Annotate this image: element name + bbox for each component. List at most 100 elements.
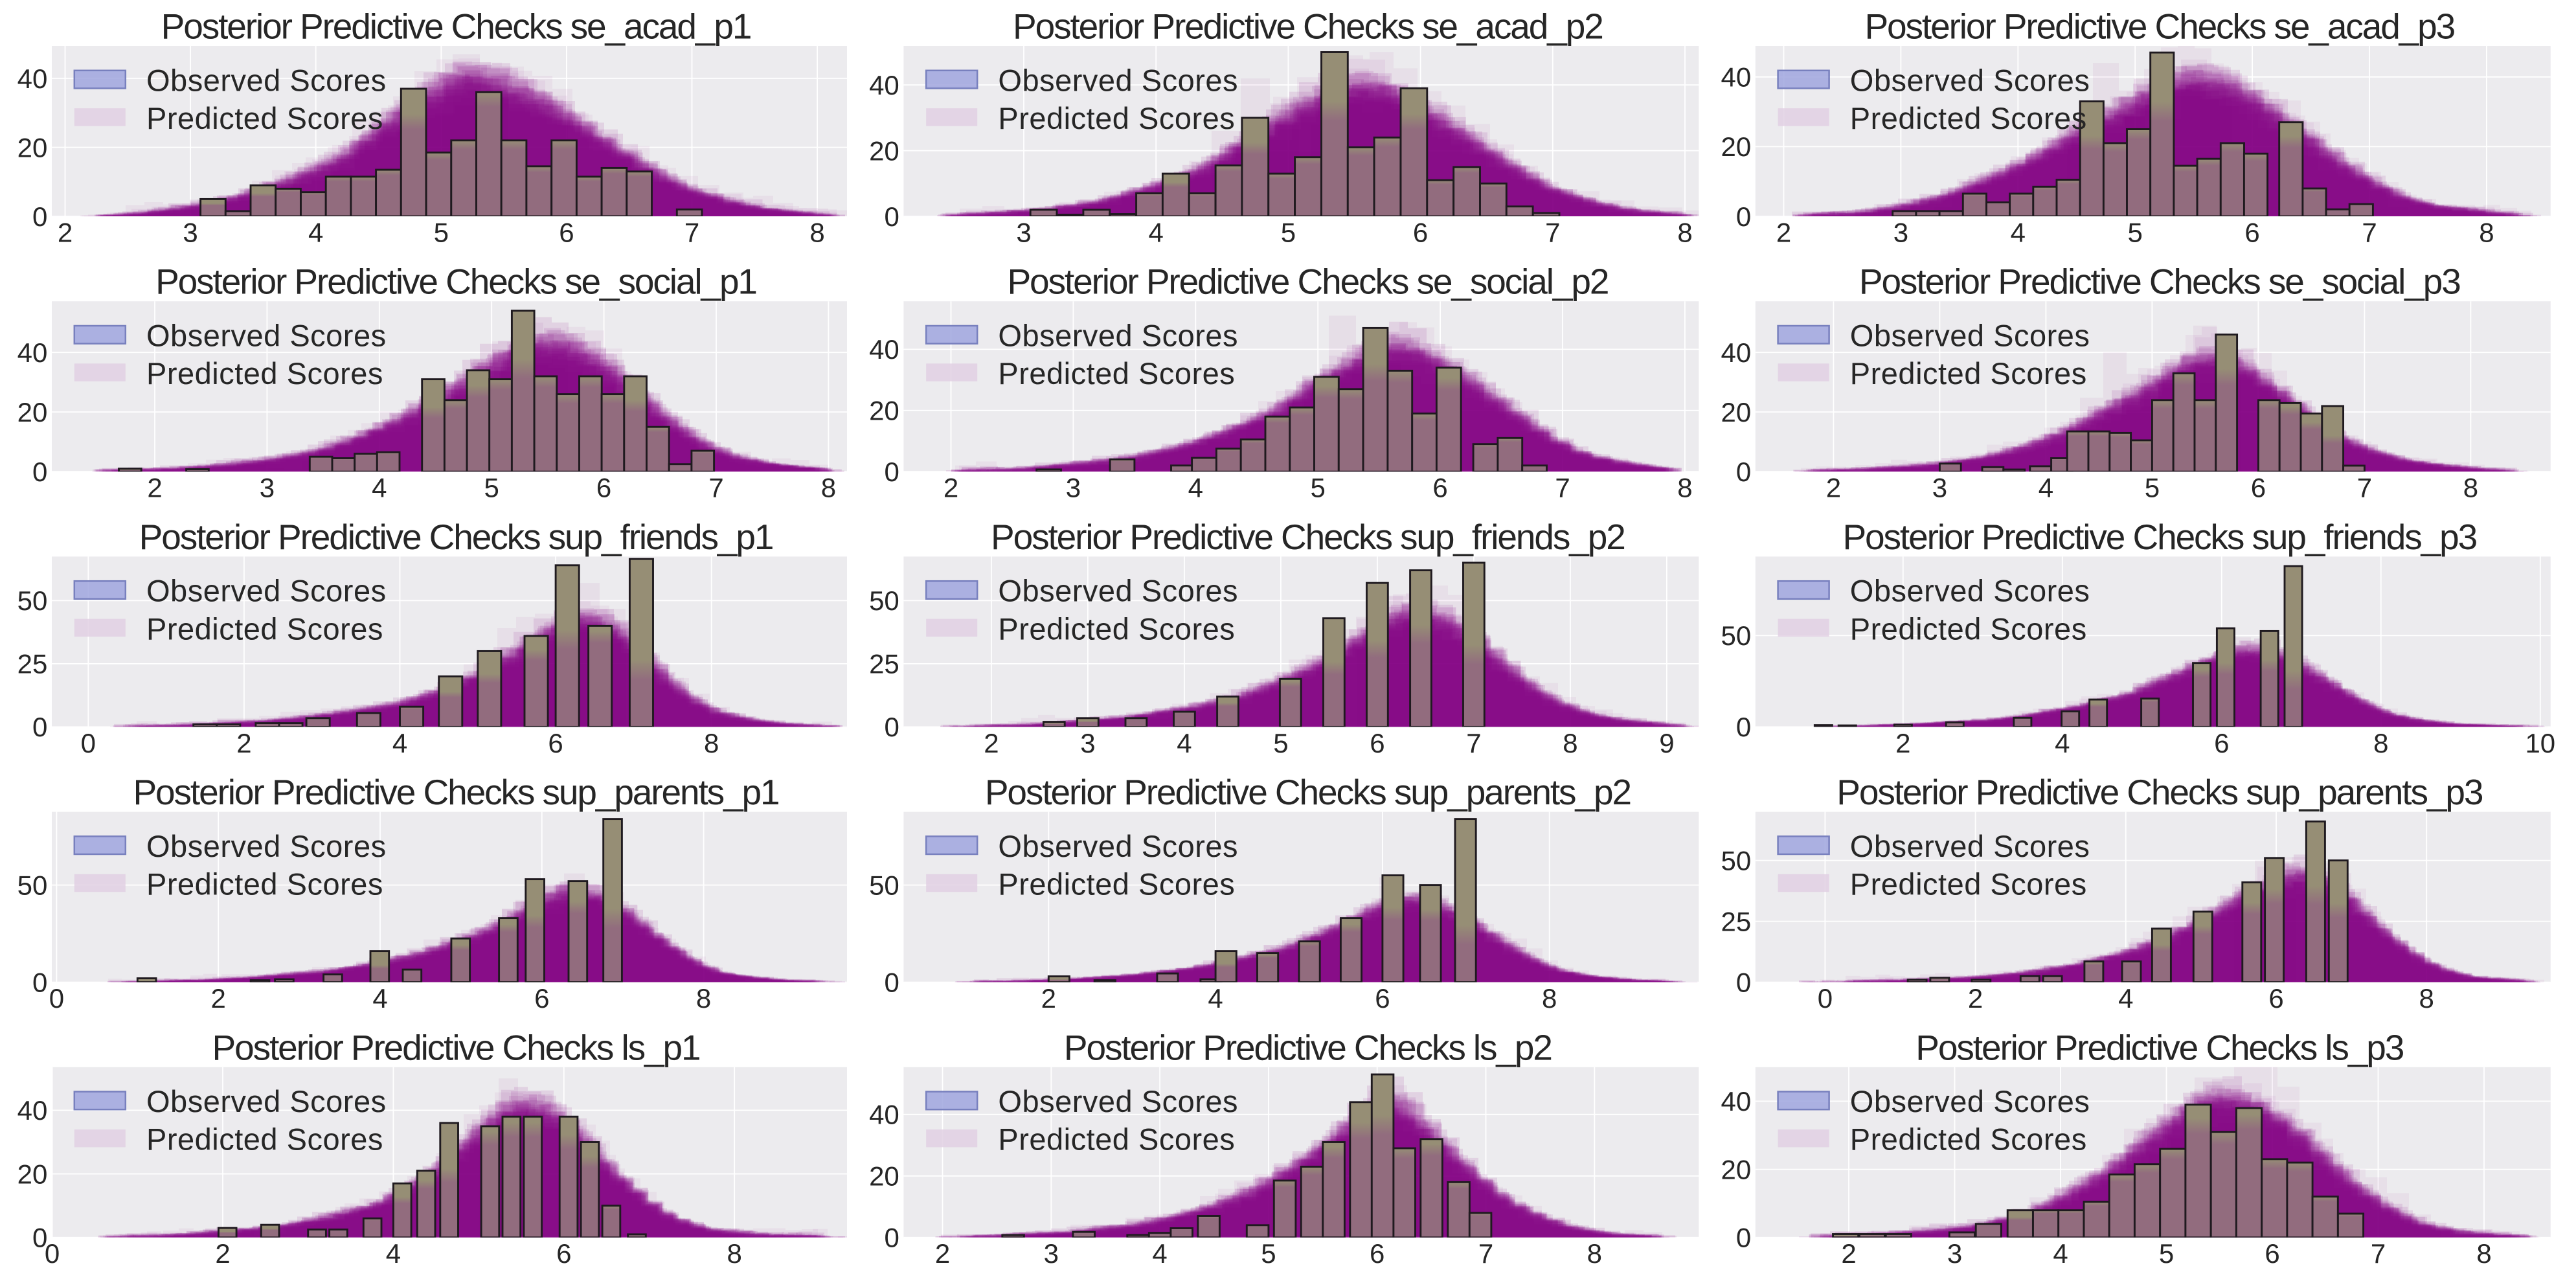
svg-text:Observed Scores: Observed Scores [1850,574,2090,608]
svg-text:4: 4 [2118,983,2133,1014]
svg-text:Posterior Predictive Checks ls: Posterior Predictive Checks ls_p2 [1064,1027,1552,1067]
svg-text:0: 0 [1736,1223,1751,1253]
svg-text:7: 7 [2357,473,2372,503]
svg-text:4: 4 [1208,983,1223,1014]
svg-text:5: 5 [1273,728,1288,758]
svg-text:Posterior Predictive Checks se: Posterior Predictive Checks se_acad_p3 [1864,6,2454,47]
svg-text:20: 20 [17,132,48,163]
svg-text:20: 20 [17,397,48,427]
svg-text:4: 4 [1177,728,1192,758]
svg-text:6: 6 [559,217,574,247]
svg-text:10: 10 [2525,728,2555,758]
svg-text:2: 2 [1895,728,1910,758]
svg-text:5: 5 [1261,1238,1276,1269]
svg-text:0: 0 [32,1223,47,1253]
svg-text:4: 4 [1152,1238,1167,1269]
svg-text:3: 3 [183,217,198,247]
svg-text:50: 50 [1721,620,1751,651]
svg-text:5: 5 [1311,473,1326,503]
svg-text:4: 4 [2053,1238,2068,1269]
svg-text:2: 2 [1968,983,1983,1014]
svg-text:40: 40 [1721,337,1751,368]
svg-text:2: 2 [1826,473,1841,503]
svg-text:Observed Scores: Observed Scores [146,1084,387,1118]
svg-text:5: 5 [2145,473,2160,503]
svg-text:2: 2 [236,728,251,758]
svg-text:9: 9 [1659,728,1674,758]
svg-text:8: 8 [1677,217,1692,247]
svg-text:7: 7 [1555,473,1570,503]
svg-text:7: 7 [1478,1238,1493,1269]
svg-text:Predicted Scores: Predicted Scores [1850,1122,2087,1157]
svg-text:Posterior Predictive Checks se: Posterior Predictive Checks se_acad_p2 [1013,6,1603,47]
svg-text:Observed Scores: Observed Scores [146,829,387,863]
svg-text:8: 8 [821,473,836,503]
svg-text:Predicted Scores: Predicted Scores [1850,356,2087,391]
svg-text:Posterior Predictive Checks su: Posterior Predictive Checks sup_parents_… [133,772,778,812]
svg-text:Observed Scores: Observed Scores [998,1084,1238,1118]
svg-text:4: 4 [1188,473,1203,503]
svg-text:50: 50 [17,870,48,900]
svg-text:7: 7 [1466,728,1481,758]
svg-text:5: 5 [2159,1238,2174,1269]
svg-text:7: 7 [684,217,699,247]
svg-text:8: 8 [727,1238,742,1269]
svg-text:2: 2 [1841,1238,1856,1269]
svg-text:25: 25 [869,649,899,679]
svg-text:Predicted Scores: Predicted Scores [146,867,383,901]
svg-text:4: 4 [386,1238,401,1269]
svg-text:Observed Scores: Observed Scores [1850,319,2090,353]
svg-text:7: 7 [2362,217,2377,247]
svg-text:5: 5 [1281,217,1296,247]
svg-text:Posterior Predictive Checks su: Posterior Predictive Checks sup_parents_… [1836,772,2483,812]
svg-text:Observed Scores: Observed Scores [146,319,387,353]
svg-text:4: 4 [308,217,323,247]
svg-text:Posterior Predictive Checks su: Posterior Predictive Checks sup_parents_… [985,772,1631,812]
svg-text:0: 0 [1736,712,1751,742]
svg-text:25: 25 [17,649,48,679]
svg-text:40: 40 [869,334,899,365]
svg-text:8: 8 [2419,983,2434,1014]
svg-text:40: 40 [869,1100,899,1130]
svg-text:Predicted Scores: Predicted Scores [146,356,383,391]
svg-text:0: 0 [884,201,899,232]
svg-text:Predicted Scores: Predicted Scores [146,611,383,646]
svg-text:20: 20 [1721,397,1751,427]
svg-text:4: 4 [2055,728,2070,758]
svg-text:0: 0 [32,712,47,742]
svg-text:Observed Scores: Observed Scores [1850,829,2090,863]
svg-text:50: 50 [17,585,48,616]
svg-text:2: 2 [943,473,958,503]
svg-text:0: 0 [884,457,899,487]
svg-text:8: 8 [2476,1238,2491,1269]
svg-text:Posterior Predictive Checks su: Posterior Predictive Checks sup_friends_… [991,517,1625,557]
svg-text:0: 0 [32,201,47,232]
svg-text:0: 0 [32,967,47,997]
svg-text:40: 40 [869,70,899,100]
svg-text:6: 6 [1370,728,1384,758]
svg-text:4: 4 [2011,217,2026,247]
svg-text:8: 8 [1563,728,1577,758]
svg-text:Observed Scores: Observed Scores [998,319,1238,353]
svg-text:8: 8 [1587,1238,1602,1269]
svg-text:Predicted Scores: Predicted Scores [1850,867,2087,901]
svg-text:6: 6 [2268,983,2283,1014]
svg-text:0: 0 [1736,967,1751,997]
svg-text:3: 3 [1893,217,1908,247]
svg-text:Predicted Scores: Predicted Scores [146,101,383,135]
svg-text:3: 3 [1044,1238,1059,1269]
svg-text:6: 6 [534,983,549,1014]
svg-text:50: 50 [869,585,899,616]
svg-text:6: 6 [2251,473,2266,503]
svg-text:8: 8 [2463,473,2478,503]
svg-text:2: 2 [935,1238,950,1269]
svg-text:5: 5 [2128,217,2143,247]
svg-text:Observed Scores: Observed Scores [1850,63,2090,97]
svg-text:Posterior Predictive Checks ls: Posterior Predictive Checks ls_p3 [1915,1027,2403,1067]
svg-text:6: 6 [2214,728,2229,758]
svg-text:20: 20 [1721,1154,1751,1185]
svg-text:3: 3 [1066,473,1081,503]
svg-text:0: 0 [884,1223,899,1253]
svg-text:0: 0 [49,983,64,1014]
svg-text:Predicted Scores: Predicted Scores [1850,611,2087,646]
